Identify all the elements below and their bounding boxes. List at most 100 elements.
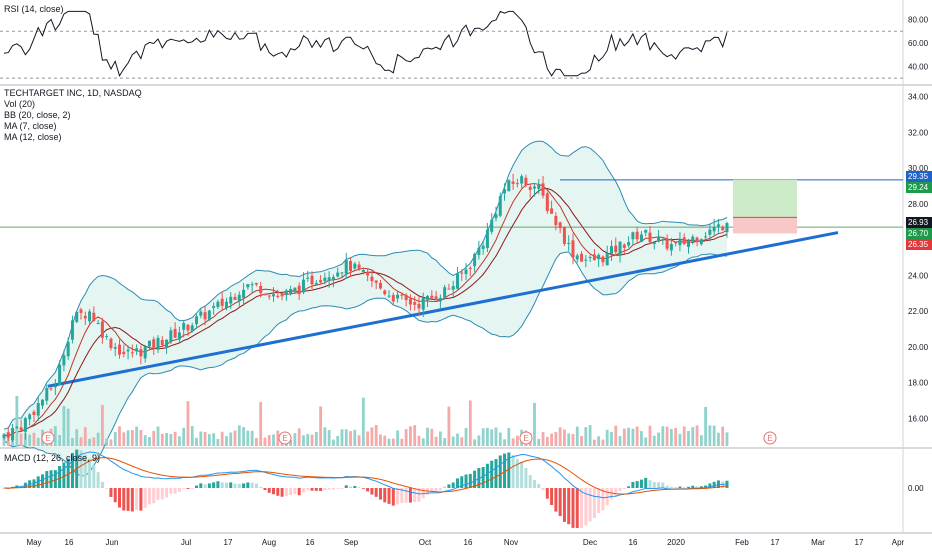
macd-histogram-bar <box>644 477 648 488</box>
macd-histogram-bar <box>216 481 220 488</box>
candle-body <box>622 244 626 248</box>
macd-histogram-bar <box>455 478 459 488</box>
macd-histogram-bar <box>169 488 173 494</box>
candle-body <box>156 337 160 350</box>
indicator-vol[interactable]: Vol (20) <box>4 99 36 109</box>
volume-bar <box>704 406 708 446</box>
candle-body <box>293 287 297 291</box>
macd-histogram-bar <box>550 488 554 505</box>
candle-body <box>195 316 199 325</box>
candle-body <box>635 231 639 240</box>
volume-bar <box>460 437 464 446</box>
candle-body <box>88 311 92 322</box>
macd-histogram-bar <box>165 488 169 498</box>
volume-bar <box>640 431 643 446</box>
volume-bar <box>588 425 592 446</box>
volume-bar <box>725 432 729 446</box>
macd-histogram-bar <box>601 488 605 511</box>
volume-bar <box>32 432 36 446</box>
volume-bar <box>665 426 669 446</box>
candle-body <box>597 254 601 260</box>
volume-bar <box>139 429 143 446</box>
x-axis-tick: Dec <box>583 538 597 547</box>
volume-bar <box>323 427 327 446</box>
symbol-title[interactable]: TECHTARGET INC, 1D, NASDAQ <box>4 88 142 98</box>
macd-histogram-bar <box>45 471 49 488</box>
macd-histogram-bar <box>567 488 571 525</box>
indicator-ma7[interactable]: MA (7, close) <box>4 121 57 131</box>
candle-body <box>464 269 468 275</box>
volume-bar <box>438 431 442 446</box>
macd-histogram-bar <box>678 486 682 488</box>
volume-bar <box>391 438 395 446</box>
volume-bar <box>631 428 635 446</box>
volume-bar <box>477 435 481 446</box>
macd-histogram-bar <box>545 488 549 499</box>
candle-body <box>434 296 438 301</box>
candle-body <box>58 364 62 386</box>
volume-bar <box>515 435 519 446</box>
candle-body <box>669 243 673 251</box>
x-axis-tick: Oct <box>419 538 432 547</box>
candle-body <box>169 330 173 343</box>
macd-histogram-bar <box>349 486 353 488</box>
candle-body <box>28 414 32 420</box>
macd-histogram-bar <box>378 488 382 500</box>
volume-bar <box>426 427 429 446</box>
macd-histogram-bar <box>413 488 417 502</box>
volume-bar <box>558 427 562 446</box>
macd-histogram-bar <box>186 488 190 489</box>
candle-body <box>11 428 15 441</box>
price-axis-tick: 18.00 <box>908 379 929 388</box>
indicator-ma12[interactable]: MA (12, close) <box>4 132 62 142</box>
macd-histogram-bar <box>691 485 695 488</box>
volume-bar <box>62 406 66 446</box>
candle-body <box>614 245 618 253</box>
candle-body <box>554 215 558 226</box>
volume-bar <box>635 426 639 446</box>
volume-bar <box>344 429 348 446</box>
macd-histogram-bar <box>481 467 485 488</box>
macd-histogram-bar <box>53 470 57 488</box>
macd-histogram-bar <box>537 484 541 488</box>
macd-histogram-bar <box>58 466 62 488</box>
volume-bar <box>434 436 438 446</box>
candle-body <box>712 226 716 232</box>
candle-body <box>186 324 190 331</box>
candle-body <box>254 282 258 285</box>
volume-bar <box>310 434 314 446</box>
candle-body <box>220 298 224 306</box>
candle-body <box>716 224 720 227</box>
candle-body <box>357 264 361 269</box>
volume-bar <box>507 427 511 446</box>
volume-bar <box>648 425 652 446</box>
candle-body <box>250 284 254 286</box>
candle-body <box>75 311 79 322</box>
candle-body <box>631 232 635 240</box>
x-axis-tick: 2020 <box>667 538 685 547</box>
candle-body <box>237 294 241 302</box>
volume-bar <box>83 427 87 446</box>
volume-bar <box>195 437 198 446</box>
candle-body <box>366 271 370 276</box>
candle-body <box>481 245 485 249</box>
macd-histogram-bar <box>70 452 74 488</box>
volume-bar <box>605 429 609 446</box>
macd-histogram-bar <box>331 488 335 490</box>
candle-body <box>229 296 233 304</box>
price-axis-tick: 20.00 <box>908 343 929 352</box>
volume-bar <box>246 430 250 446</box>
volume-bar <box>332 439 335 446</box>
candle-body <box>53 385 57 388</box>
volume-bar <box>571 434 575 446</box>
price-badge-label: 26.93 <box>908 218 929 227</box>
volume-bar <box>302 435 305 446</box>
candle-body <box>686 240 690 247</box>
candle-body <box>396 294 400 299</box>
macd-histogram-bar <box>353 485 357 488</box>
earnings-marker-label: E <box>282 434 287 443</box>
candle-body <box>92 312 96 321</box>
indicator-bb[interactable]: BB (20, close, 2) <box>4 110 71 120</box>
volume-bar <box>100 404 104 446</box>
macd-histogram-bar <box>220 482 224 488</box>
